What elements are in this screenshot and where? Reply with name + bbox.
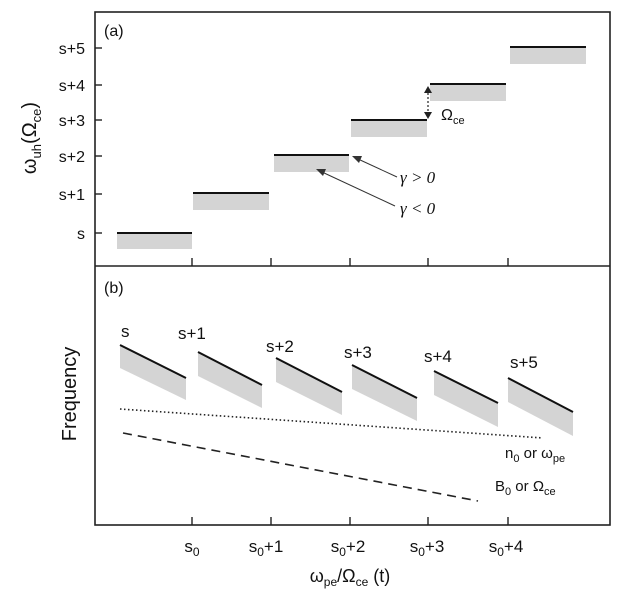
gamma-neg-line	[321, 171, 396, 207]
gap-arrow-head-down	[424, 112, 432, 119]
panel-b-label: (b)	[104, 280, 124, 297]
panel-a-yticks	[95, 47, 102, 234]
step-shade	[351, 120, 427, 137]
panel-b-ylabel: Frequency	[59, 347, 81, 442]
band-line	[433, 370, 499, 404]
panel-a-ylevel-labels: s s+1 s+2 s+3 s+4 s+5	[59, 41, 85, 243]
level-label: s	[77, 226, 85, 243]
xtick-label: s0+4	[489, 537, 524, 559]
panel-b-bands	[119, 344, 574, 436]
band-shade	[434, 371, 498, 427]
gap-arrow	[424, 86, 432, 119]
gap-arrow-head-up	[424, 86, 432, 93]
step-shade	[193, 193, 269, 210]
panel-a-ylabel: ωuh(Ωce)	[19, 102, 44, 174]
band-label: s+4	[424, 347, 452, 366]
band-label: s	[121, 322, 130, 341]
gamma-neg-pointer	[316, 169, 396, 207]
gamma-neg-arrowhead	[316, 169, 326, 176]
xtick-label: s0+3	[410, 537, 445, 559]
dotted-trend-line	[119, 408, 544, 439]
panel-b-xticks	[191, 517, 509, 525]
level-label: s+2	[59, 149, 85, 166]
band-shade	[198, 352, 262, 408]
band-line	[119, 344, 187, 379]
panel-a-label: (a)	[104, 23, 124, 40]
step-shade	[117, 233, 192, 249]
figure-frame	[94, 11, 611, 526]
gap-label: Ωce	[441, 107, 465, 127]
panel-a-xticks	[191, 258, 509, 266]
panel-b-xtick-labels: s0 s0+1 s0+2 s0+3 s0+4	[184, 537, 523, 559]
xtick-label: s0+2	[331, 537, 366, 559]
level-label: s+1	[59, 187, 85, 204]
dashed-line-label: B0 or Ωce	[495, 478, 556, 498]
xtick-label: s0	[184, 537, 200, 559]
band-shade	[120, 345, 186, 400]
band-label: s+3	[344, 343, 372, 362]
gamma-pos-pointer	[352, 156, 398, 178]
gamma-pos-label: γ > 0	[400, 168, 436, 187]
band-label: s+1	[178, 324, 206, 343]
band-shade	[276, 358, 342, 415]
band-shade	[352, 365, 417, 421]
panel-b-band-labels: s s+1 s+2 s+3 s+4 s+5	[121, 322, 538, 372]
band-line	[275, 357, 343, 393]
step-shade	[274, 155, 349, 172]
gamma-pos-line	[357, 158, 398, 178]
dashed-trend-line	[122, 432, 479, 502]
dotted-line-label: n0 or ωpe	[505, 445, 565, 465]
band-label: s+5	[510, 353, 538, 372]
step-shade	[510, 47, 586, 64]
band-line	[507, 377, 574, 413]
level-label: s+5	[59, 41, 85, 58]
band-line	[351, 364, 418, 399]
band-label: s+2	[266, 337, 294, 356]
band-shade	[508, 378, 573, 436]
level-label: s+4	[59, 78, 85, 95]
panel-b-xlabel: ωpe/Ωce (t)	[310, 566, 391, 589]
panel-a-steps	[117, 46, 586, 249]
xtick-label: s0+1	[249, 537, 284, 559]
level-label: s+3	[59, 113, 85, 130]
band-line	[197, 351, 263, 386]
gamma-pos-arrowhead	[352, 156, 362, 163]
gamma-neg-label: γ < 0	[400, 199, 436, 218]
step-shade	[430, 84, 506, 101]
